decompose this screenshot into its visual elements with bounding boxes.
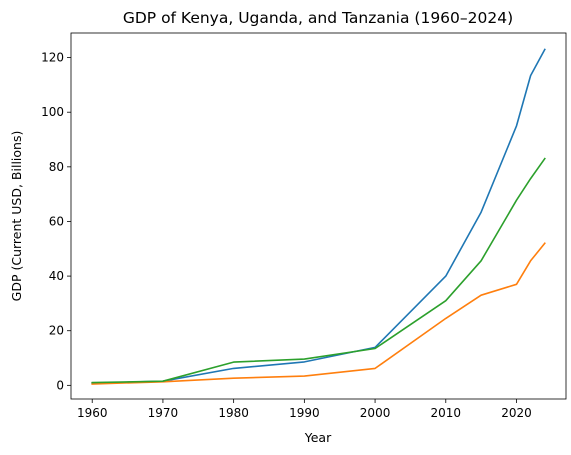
series-line-2 (91, 242, 546, 385)
y-tick-label: 80 (49, 160, 64, 174)
y-tick-label: 120 (41, 51, 64, 65)
x-tick-label: 2020 (501, 406, 532, 420)
y-axis-label: GDP (Current USD, Billions) (9, 131, 24, 302)
y-tick-label: 40 (49, 269, 64, 283)
x-tick-label: 1970 (148, 406, 179, 420)
y-tick-label: 0 (56, 378, 64, 392)
chart-title: GDP of Kenya, Uganda, and Tanzania (1960… (123, 9, 513, 27)
series-line-3 (91, 157, 546, 384)
plot-frame (70, 32, 567, 400)
y-tick-label: 100 (41, 105, 64, 119)
y-tick-label: 60 (49, 214, 64, 228)
x-tick-label: 1990 (289, 406, 320, 420)
x-tick-label: 2010 (431, 406, 462, 420)
x-tick-label: 2000 (360, 406, 391, 420)
series-layer (91, 48, 546, 385)
series-line-1 (91, 48, 546, 385)
x-axis-label: Year (304, 430, 332, 445)
x-axis-ticks: 1960 1970 1980 1990 2000 2010 2020 (77, 399, 532, 420)
x-tick-label: 1980 (218, 406, 249, 420)
y-axis-ticks: 0 20 40 60 80 100 120 (41, 51, 71, 392)
y-tick-label: 20 (49, 324, 64, 338)
x-tick-label: 1960 (77, 406, 108, 420)
